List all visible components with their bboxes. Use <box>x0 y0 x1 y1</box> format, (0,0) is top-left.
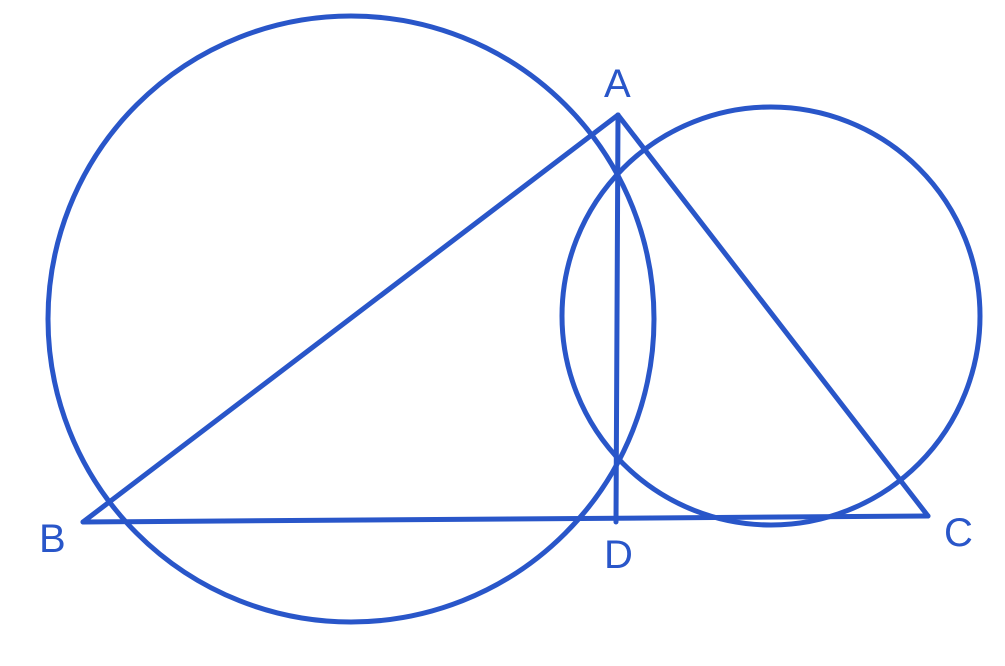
label-C: C <box>944 511 973 555</box>
label-A: A <box>604 62 631 106</box>
circles-group <box>48 16 980 622</box>
segment-AD <box>616 115 618 522</box>
geometry-diagram: A B C D <box>0 0 1005 666</box>
segment-AB <box>83 115 618 522</box>
labels-group: A B C D <box>39 62 973 577</box>
segment-AC <box>618 115 928 516</box>
segments-group <box>83 115 928 522</box>
label-B: B <box>39 517 66 561</box>
label-D: D <box>604 533 633 577</box>
